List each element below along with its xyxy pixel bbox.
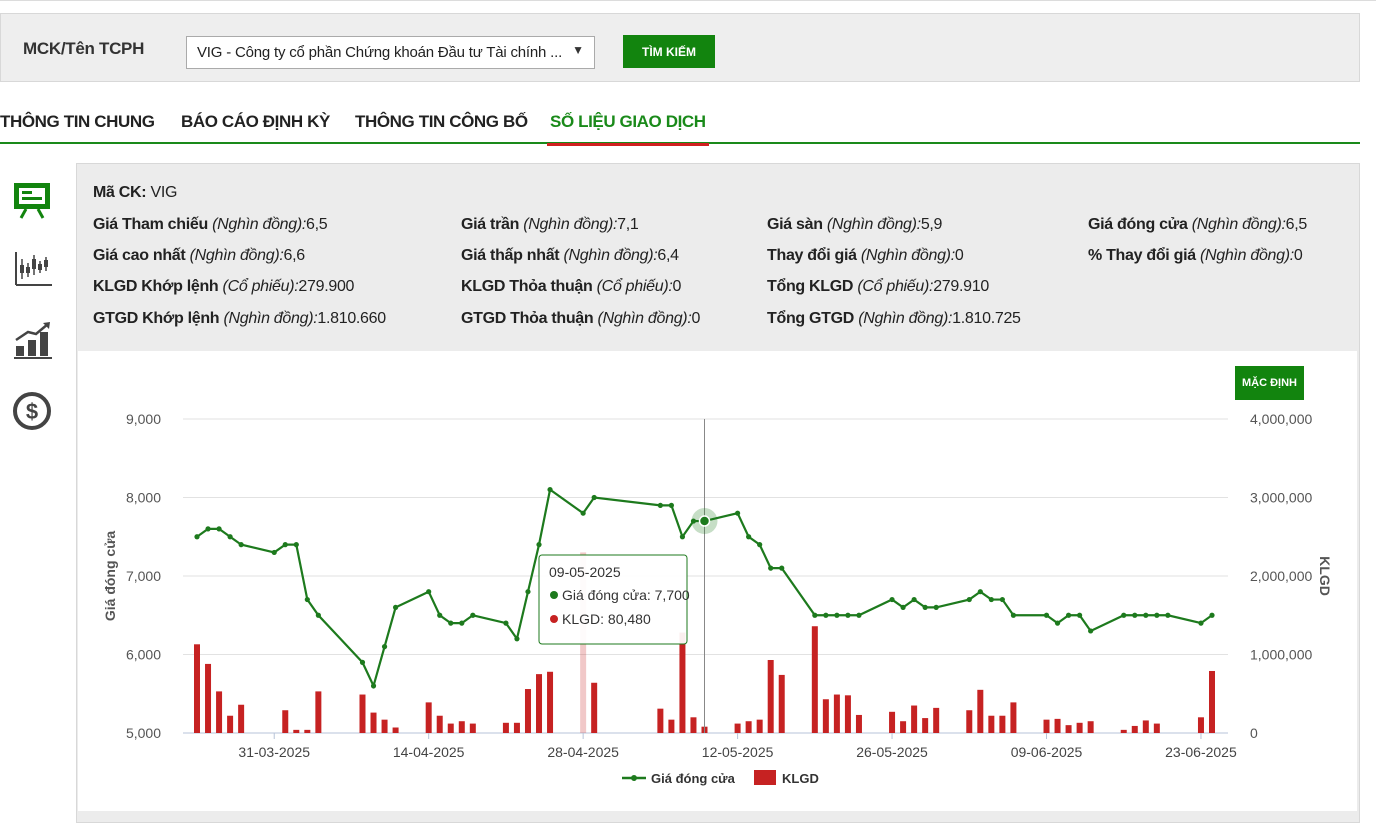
info-low-price: Giá thấp nhất (Nghìn đồng):6,4 — [461, 247, 679, 264]
info-price-change: Thay đổi giá (Nghìn đồng):0 — [767, 247, 964, 264]
chevron-down-icon: ▼ — [572, 43, 584, 57]
info-price-change-percent: % Thay đổi giá (Nghìn đồng):0 — [1088, 247, 1303, 264]
candlestick-chart-icon[interactable] — [12, 249, 54, 289]
tab-bar: THÔNG TIN CHUNG BÁO CÁO ĐỊNH KỲ THÔNG TI… — [0, 100, 1360, 146]
company-select-value: VIG - Công ty cổ phần Chứng khoán Đầu tư… — [197, 44, 563, 61]
svg-text:$: $ — [26, 399, 38, 424]
tab-disclosures[interactable]: THÔNG TIN CÔNG BỐ — [355, 112, 528, 131]
info-negotiated-volume: KLGD Thỏa thuận (Cổ phiếu):0 — [461, 278, 682, 295]
info-negotiated-value: GTGD Thỏa thuận (Nghìn đồng):0 — [461, 310, 701, 327]
info-close-price: Giá đóng cửa (Nghìn đồng):6,5 — [1088, 216, 1307, 233]
reset-default-button[interactable]: MẶC ĐỊNH — [1235, 366, 1304, 400]
chart-area — [78, 351, 1357, 811]
info-floor-price: Giá sàn (Nghìn đồng):5,9 — [767, 216, 943, 233]
search-bar: MCK/Tên TCPH VIG - Công ty cổ phần Chứng… — [0, 13, 1360, 82]
info-high-price: Giá cao nhất (Nghìn đồng):6,6 — [93, 247, 305, 264]
info-matched-value: GTGD Khớp lệnh (Nghìn đồng):1.810.660 — [93, 310, 386, 327]
tab-periodic-reports[interactable]: BÁO CÁO ĐỊNH KỲ — [181, 112, 330, 131]
top-border — [0, 0, 1376, 3]
info-reference-price: Giá Tham chiếu (Nghìn đồng):6,5 — [93, 216, 328, 233]
info-matched-volume: KLGD Khớp lệnh (Cổ phiếu):279.900 — [93, 278, 355, 295]
search-label: MCK/Tên TCPH — [23, 39, 145, 58]
info-stock-code: Mã CK: VIG — [93, 184, 178, 201]
company-select[interactable]: VIG - Công ty cổ phần Chứng khoán Đầu tư… — [186, 36, 595, 69]
search-button[interactable]: TÌM KIẾM — [623, 35, 715, 68]
presentation-board-icon[interactable] — [12, 180, 54, 220]
dollar-coin-icon[interactable]: $ — [12, 390, 54, 430]
info-total-value: Tổng GTGD (Nghìn đồng):1.810.725 — [767, 310, 1021, 327]
bar-growth-chart-icon[interactable] — [12, 320, 54, 360]
tab-trading-data[interactable]: SỐ LIỆU GIAO DỊCH — [547, 112, 709, 146]
tab-general-info[interactable]: THÔNG TIN CHUNG — [0, 112, 155, 131]
info-ceiling-price: Giá trần (Nghìn đồng):7,1 — [461, 216, 639, 233]
info-total-volume: Tổng KLGD (Cổ phiếu):279.910 — [767, 278, 989, 295]
